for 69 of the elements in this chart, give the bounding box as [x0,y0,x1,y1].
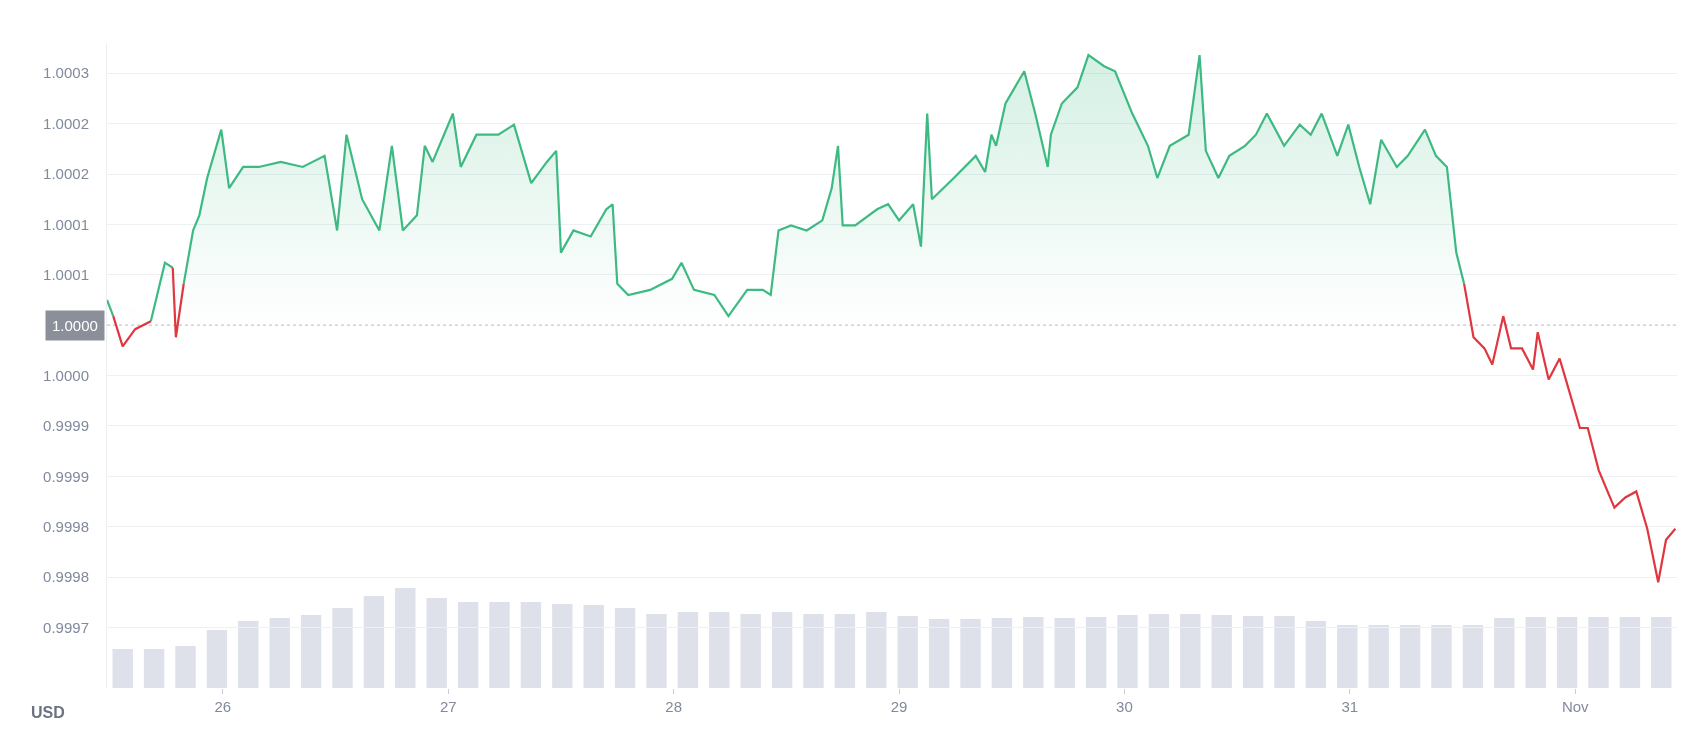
y-tick-label: 1.0002 [43,114,89,132]
bar [520,602,542,688]
bar [332,608,353,688]
x-tick-label: 30 [1116,698,1133,715]
y-tick-label: 0.9999 [43,467,89,485]
y-tick-label: 0.9998 [43,518,89,535]
bar [112,649,133,688]
bar [457,602,479,688]
bar [269,618,290,688]
bar [1337,625,1358,688]
y-tick-label: 1.0001 [43,266,89,284]
bar [238,621,259,688]
bar [803,614,824,688]
x-tick-label: Nov [1561,698,1590,715]
y-tick-label: 0.9998 [43,568,89,586]
bar [960,619,981,688]
bar [583,605,604,688]
bar [1242,616,1264,688]
bar [395,588,416,688]
bar [1054,618,1075,688]
bar [709,612,730,688]
bar [1023,617,1044,688]
bar [1085,617,1107,688]
bar [897,616,918,688]
y-axis-title: USD [31,704,65,721]
y-tick-label: 1.0001 [43,215,89,233]
bar [1180,614,1201,688]
bar [1431,625,1452,688]
bar [300,615,322,688]
bar [1525,617,1546,688]
y-tick-label: 1.0000 [43,366,89,384]
bar [866,612,887,688]
bar [1494,618,1515,688]
bar [1462,625,1484,688]
bar [928,619,950,688]
bar [646,614,667,688]
bar [740,614,761,688]
bar [1274,616,1295,688]
x-tick-label: 29 [890,698,908,715]
x-tick-label: 31 [1341,698,1359,715]
bar [426,598,447,688]
y-tick-label: 0.9999 [43,417,89,435]
bar [1211,615,1232,688]
bar [1117,615,1138,688]
bar [552,604,573,688]
bar [991,618,1013,688]
bar [175,646,196,688]
bar [206,630,228,688]
x-tick-label: 28 [665,698,682,715]
bar [677,612,699,688]
y-tick-label: 1.0003 [43,64,89,82]
bar [1619,617,1641,688]
bar [1148,614,1170,688]
bar [614,608,636,688]
x-tick-label: 27 [439,698,457,715]
bar [1588,617,1609,688]
bar [1305,621,1327,688]
bar [834,614,856,688]
bar [1556,617,1578,688]
bar [489,602,510,688]
bar [1399,625,1421,688]
y-tick-label: 1.0002 [43,165,89,183]
bar [1368,625,1389,688]
bar [1651,617,1672,688]
x-tick-label: 26 [214,698,232,715]
bar [143,649,165,688]
bar [363,596,385,688]
bar [771,612,793,688]
y-tick-label: 0.9997 [43,618,89,636]
